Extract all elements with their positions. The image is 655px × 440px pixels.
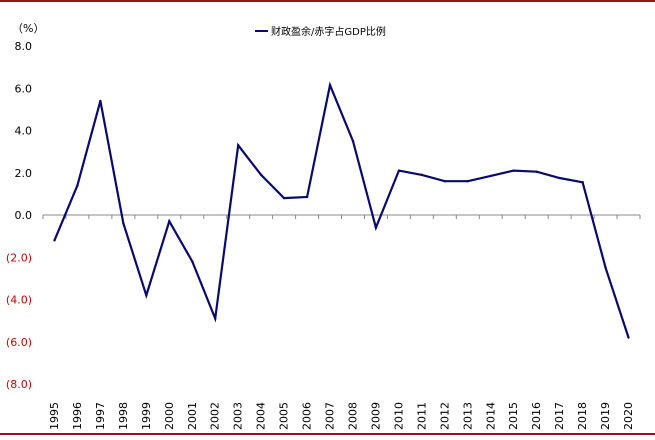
x-tick-label: 2009 xyxy=(369,402,382,430)
x-axis-tick-labels: 1995 1996 1997 1998 1999 2000 2001 2002 2003 2004… xyxy=(48,402,635,430)
data-point xyxy=(443,180,447,183)
x-tick-label: 2017 xyxy=(553,402,566,430)
data-point xyxy=(581,181,584,184)
x-tick-label: 2003 xyxy=(232,402,245,430)
series-line xyxy=(53,81,630,338)
y-tick-label: 6.0 xyxy=(15,82,33,95)
y-axis-unit-label: （%） xyxy=(12,22,44,35)
data-point xyxy=(604,266,607,270)
x-tick-label: 2006 xyxy=(301,402,314,430)
x-tick-label: 2012 xyxy=(438,402,451,430)
data-point xyxy=(259,173,263,177)
data-point xyxy=(420,173,424,177)
y-tick-label: (8.0) xyxy=(6,378,32,391)
y-tick-label: 4.0 xyxy=(15,125,33,138)
data-point xyxy=(282,196,286,200)
x-tick-label: 2014 xyxy=(484,402,497,430)
x-tick-label: 2008 xyxy=(346,402,359,430)
data-point xyxy=(53,239,56,242)
data-point xyxy=(99,99,102,103)
x-tick-label: 2016 xyxy=(530,402,543,430)
y-tick-label: 0.0 xyxy=(15,209,33,222)
x-tick-label: 2001 xyxy=(186,402,199,430)
data-point xyxy=(397,169,401,172)
data-point xyxy=(558,176,561,180)
x-tick-label: 2011 xyxy=(415,402,428,430)
series-line-group xyxy=(53,81,630,339)
data-point xyxy=(214,317,217,320)
data-point xyxy=(512,169,515,172)
data-point xyxy=(535,170,538,173)
x-tick-label: 1995 xyxy=(48,402,61,430)
x-tick-label: 2013 xyxy=(461,402,474,430)
y-tick-label: (2.0) xyxy=(6,251,32,264)
y-tick-label: 8.0 xyxy=(15,40,33,53)
x-tick-label: 1999 xyxy=(140,402,153,430)
x-tick-label: 2020 xyxy=(622,402,635,430)
x-tick-label: 1998 xyxy=(117,402,130,430)
y-tick-label: 2.0 xyxy=(15,167,33,180)
data-point xyxy=(236,144,240,147)
data-point xyxy=(305,195,309,199)
data-point xyxy=(627,336,630,339)
x-tick-label: 1997 xyxy=(94,402,107,430)
x-tick-label: 1996 xyxy=(71,402,84,430)
x-tick-label: 2015 xyxy=(507,402,520,430)
x-tick-label: 2019 xyxy=(599,402,612,430)
data-point xyxy=(145,294,148,297)
x-tick-label: 2005 xyxy=(278,402,291,430)
data-point xyxy=(191,260,194,263)
x-tick-label: 2004 xyxy=(255,402,268,430)
y-axis: 8.0 6.0 4.0 2.0 0.0 (2.0) (4.0) (6.0) (8.0) xyxy=(6,40,32,391)
bottom-border-rule xyxy=(0,433,655,435)
data-point xyxy=(328,83,332,87)
y-tick-label: (4.0) xyxy=(6,294,32,307)
data-point xyxy=(466,180,469,183)
x-axis xyxy=(42,214,641,219)
data-point xyxy=(489,174,492,178)
legend: 财政盈余/赤字占GDP比例 xyxy=(255,25,386,38)
x-tick-label: 2010 xyxy=(392,402,405,430)
x-tick-label: 2000 xyxy=(163,402,176,430)
y-tick-label: (6.0) xyxy=(6,336,32,349)
legend-label: 财政盈余/赤字占GDP比例 xyxy=(271,25,386,38)
data-point xyxy=(168,220,171,223)
x-tick-label: 2002 xyxy=(209,402,222,430)
data-point xyxy=(76,184,79,187)
x-tick-label: 2018 xyxy=(576,402,589,430)
data-point xyxy=(374,226,378,229)
x-tick-label: 2007 xyxy=(324,402,337,430)
data-point xyxy=(351,139,355,143)
top-border-rule xyxy=(0,0,655,2)
data-point xyxy=(122,222,125,225)
